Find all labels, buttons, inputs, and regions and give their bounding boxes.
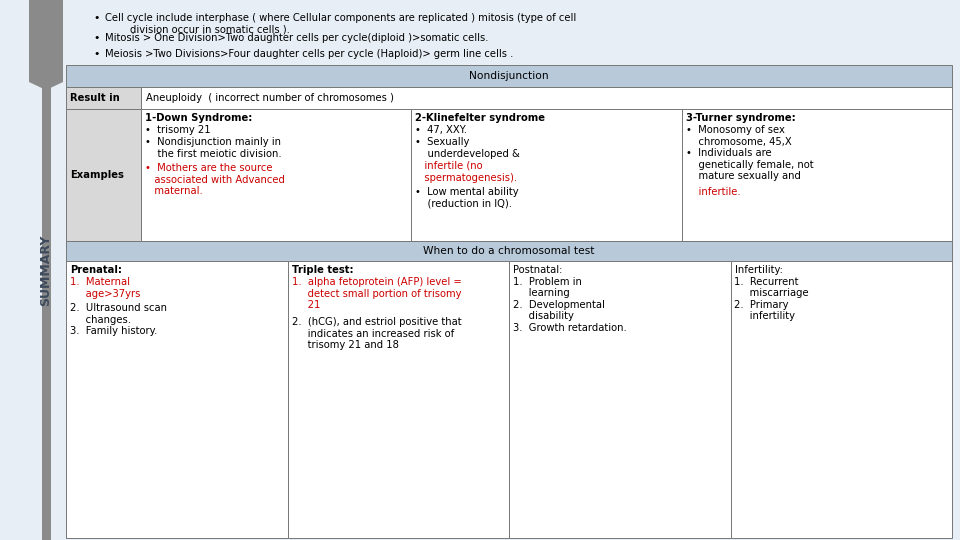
- Text: •  Sexually
    underdeveloped &: • Sexually underdeveloped &: [416, 137, 520, 159]
- Polygon shape: [29, 0, 63, 90]
- Text: Postnatal:
1.  Problem in
     learning
2.  Developmental
     disability
3.  Gr: Postnatal: 1. Problem in learning 2. Dev…: [513, 265, 627, 333]
- Text: Mitosis > One Division>Two daughter cells per cycle(diploid )>somatic cells.: Mitosis > One Division>Two daughter cell…: [105, 33, 489, 43]
- Text: •  Nondisjunction mainly in
    the first meiotic division.: • Nondisjunction mainly in the first mei…: [145, 137, 281, 159]
- Bar: [66, 87, 141, 109]
- Text: 2.  Ultrasound scan
     changes.
3.  Family history.: 2. Ultrasound scan changes. 3. Family hi…: [70, 303, 167, 336]
- Text: 1-Down Syndrome:: 1-Down Syndrome:: [145, 113, 252, 123]
- Bar: [141, 87, 952, 109]
- Text: •: •: [93, 49, 100, 59]
- Bar: [287, 261, 509, 538]
- Text: •: •: [93, 33, 100, 43]
- Text: infertile.: infertile.: [685, 187, 740, 197]
- Text: 3-Turner syndrome:: 3-Turner syndrome:: [685, 113, 796, 123]
- Text: 1.  alpha fetoprotein (AFP) level =
     detect small portion of trisomy
     21: 1. alpha fetoprotein (AFP) level = detec…: [292, 277, 461, 310]
- Text: Triple test:: Triple test:: [292, 265, 353, 275]
- Text: 2-Klinefelter syndrome: 2-Klinefelter syndrome: [416, 113, 545, 123]
- Text: Examples: Examples: [70, 170, 124, 180]
- Text: Result in: Result in: [70, 93, 120, 103]
- Bar: [66, 65, 952, 87]
- Text: When to do a chromosomal test: When to do a chromosomal test: [423, 246, 595, 256]
- Text: Cell cycle include interphase ( where Cellular components are replicated ) mitos: Cell cycle include interphase ( where Ce…: [105, 13, 576, 35]
- Text: Aneuploidy  ( incorrect number of chromosomes ): Aneuploidy ( incorrect number of chromos…: [146, 93, 394, 103]
- Text: •  Monosomy of sex
    chromosome, 45,X
•  Individuals are
    genetically femal: • Monosomy of sex chromosome, 45,X • Ind…: [685, 125, 813, 181]
- Text: Prenatal:: Prenatal:: [70, 265, 122, 275]
- Text: •  trisomy 21: • trisomy 21: [145, 125, 210, 135]
- Text: 2.  (hCG), and estriol positive that
     indicates an increased risk of
     tr: 2. (hCG), and estriol positive that indi…: [292, 317, 461, 350]
- Bar: [411, 109, 682, 241]
- Text: SUMMARY: SUMMARY: [39, 234, 53, 306]
- Bar: [509, 261, 731, 538]
- Bar: [66, 241, 952, 261]
- Bar: [41, 0, 51, 540]
- Text: •  Low mental ability
    (reduction in IQ).: • Low mental ability (reduction in IQ).: [416, 187, 519, 208]
- Bar: [682, 109, 952, 241]
- Bar: [141, 109, 411, 241]
- Text: •: •: [93, 13, 100, 23]
- Bar: [731, 261, 952, 538]
- Text: Nondisjunction: Nondisjunction: [469, 71, 549, 81]
- Text: •  47, XXY.: • 47, XXY.: [416, 125, 468, 135]
- Bar: [66, 261, 287, 538]
- Text: infertile (no
   spermatogenesis).: infertile (no spermatogenesis).: [416, 161, 517, 183]
- Bar: [66, 109, 141, 241]
- Text: Meiosis >Two Divisions>Four daughter cells per cycle (Haploid)> germ line cells : Meiosis >Two Divisions>Four daughter cel…: [105, 49, 514, 59]
- Text: Infertility:
1.  Recurrent
     miscarriage
2.  Primary
     infertility: Infertility: 1. Recurrent miscarriage 2.…: [734, 265, 809, 321]
- Text: •  Mothers are the source
   associated with Advanced
   maternal.: • Mothers are the source associated with…: [145, 163, 285, 196]
- Text: 1.  Maternal
     age>37yrs: 1. Maternal age>37yrs: [70, 277, 140, 299]
